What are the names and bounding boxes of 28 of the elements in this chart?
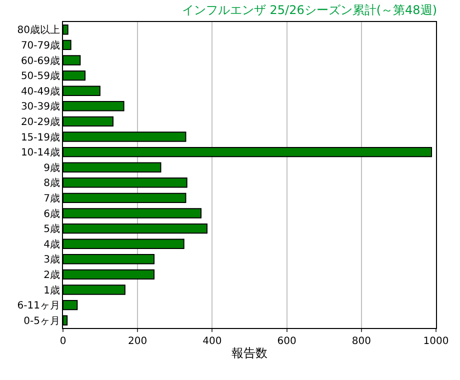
y-tick-label: 2歳 (44, 268, 60, 281)
y-tick-label: 15-19歳 (20, 131, 60, 144)
y-tick-label: 6歳 (44, 208, 60, 220)
y-tick-label: 30-39歳 (20, 100, 60, 113)
y-tick-label: 9歳 (44, 162, 60, 174)
y-tick-label: 5歳 (44, 223, 60, 236)
x-tick-label: 200 (128, 336, 148, 347)
y-tick-label: 6-11ヶ月 (17, 300, 60, 312)
x-axis-title: 報告数 (232, 346, 268, 360)
x-tick-label: 800 (352, 336, 371, 347)
y-tick-label: 0-5ヶ月 (24, 316, 60, 327)
y-tick-label: 10-14歳 (20, 146, 60, 159)
y-tick-label: 80歳以上 (17, 24, 60, 36)
y-tick-label: 8歳 (44, 177, 60, 190)
x-tick-label: 1000 (423, 336, 449, 347)
chart-title: インフルエンザ 25/26シーズン累計(～第48週) (182, 3, 437, 18)
y-tick-label: 4歳 (44, 238, 60, 250)
y-tick-label: 70-79歳 (20, 39, 60, 52)
y-tick-label: 20-29歳 (20, 116, 60, 128)
x-tick-label: 600 (277, 336, 296, 347)
y-tick-label: 3歳 (44, 254, 60, 266)
x-tick-label: 400 (202, 336, 222, 347)
y-tick-label: 1歳 (44, 284, 60, 296)
x-tick-label: 0 (60, 336, 66, 347)
y-tick-label: 60-69歳 (20, 54, 60, 67)
y-tick-label: 50-59歳 (20, 70, 60, 82)
y-tick-label: 7歳 (44, 192, 60, 204)
y-tick-label: 40-49歳 (20, 85, 60, 98)
